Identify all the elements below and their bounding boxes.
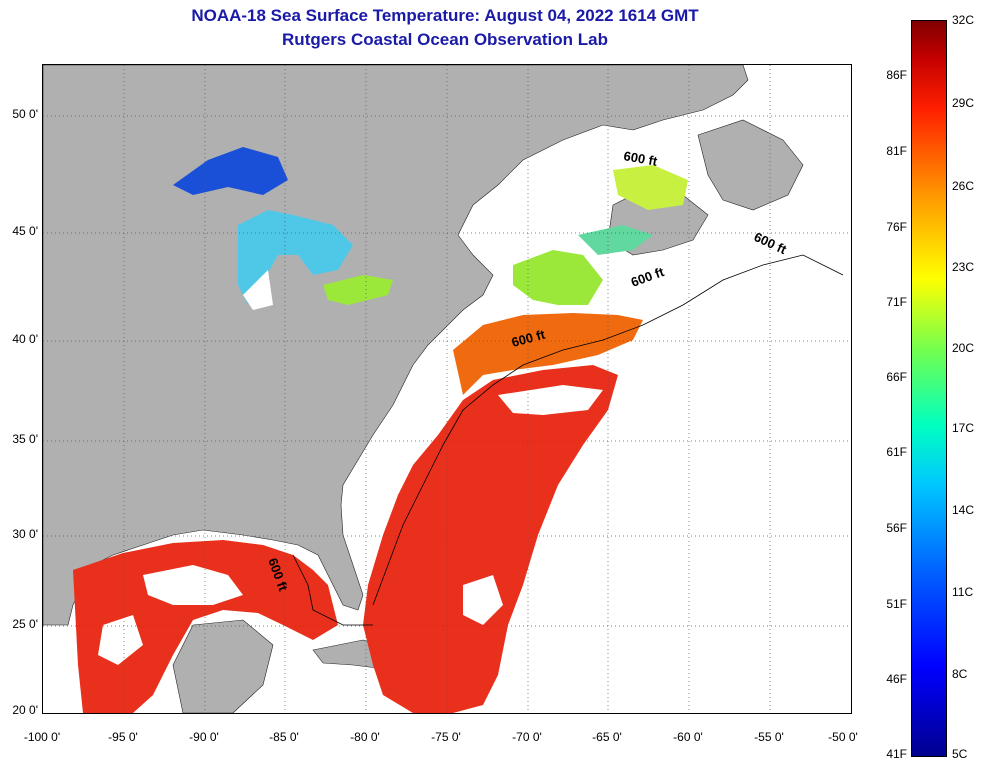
colorbar-c-5: 5C xyxy=(952,747,968,761)
colorbar-c-17: 17C xyxy=(952,421,975,435)
white-cloud-gulf-2 xyxy=(98,615,143,665)
colorbar-c-20: 20C xyxy=(952,341,975,355)
white-cloud-gulf xyxy=(143,565,243,605)
land-yucatan xyxy=(172,619,274,713)
colorbar-f-51: 51F xyxy=(886,597,907,611)
map-subtitle: Rutgers Coastal Ocean Observation Lab xyxy=(282,30,608,49)
colorbar-c-8: 8C xyxy=(952,667,968,681)
lat-tick-20: 20 0' xyxy=(12,703,38,717)
lon-tick--70: -70 0' xyxy=(512,730,542,744)
colorbar-c-26: 26C xyxy=(952,179,975,193)
cool-water-gulf-st-lawrence xyxy=(613,165,688,210)
lon-tick--85: -85 0' xyxy=(269,730,299,744)
colorbar-c-23: 23C xyxy=(952,260,975,274)
sst-map: 600 ft 600 ft 600 ft 600 ft 600 ft xyxy=(42,64,852,714)
temperature-colorbar xyxy=(911,20,947,757)
colorbar-f-56: 56F xyxy=(886,521,907,535)
lat-tick-50: 50 0' xyxy=(12,107,38,121)
lon-tick--75: -75 0' xyxy=(431,730,461,744)
white-nodata-lake xyxy=(243,270,273,310)
white-cloud-gap-1 xyxy=(498,385,603,415)
colorbar-f-46: 46F xyxy=(886,672,907,686)
lon-tick--60: -60 0' xyxy=(673,730,703,744)
lat-tick-45: 45 0' xyxy=(12,224,38,238)
lon-tick--55: -55 0' xyxy=(754,730,784,744)
lat-tick-30: 30 0' xyxy=(12,527,38,541)
colorbar-f-76: 76F xyxy=(886,220,907,234)
gulf-of-mexico-water xyxy=(73,540,338,713)
lat-lon-grid xyxy=(43,65,851,713)
colorbar-c-14: 14C xyxy=(952,503,975,517)
contour-label-1: 600 ft xyxy=(622,148,659,169)
white-cloud-gap-2 xyxy=(463,575,503,625)
contour-label-3: 600 ft xyxy=(629,264,667,290)
lake-erie-ontario xyxy=(323,275,393,305)
lake-michigan-huron xyxy=(238,210,353,305)
gulf-stream-water xyxy=(363,365,618,713)
lat-tick-25: 25 0' xyxy=(12,617,38,631)
land-newfoundland xyxy=(697,119,804,211)
land-north-america xyxy=(43,65,749,626)
colorbar-f-61: 61F xyxy=(886,445,907,459)
sst-map-canvas: 600 ft 600 ft 600 ft 600 ft 600 ft xyxy=(43,65,851,713)
lat-tick-40: 40 0' xyxy=(12,332,38,346)
colorbar-f-81: 81F xyxy=(886,144,907,158)
cool-water-gulf-of-maine xyxy=(513,250,603,305)
warm-shelf-water xyxy=(453,313,643,395)
cool-water-nova-scotia xyxy=(578,225,653,255)
contour-label-2: 600 ft xyxy=(752,229,790,257)
colorbar-c-32: 32C xyxy=(952,13,975,27)
lon-tick--80: -80 0' xyxy=(350,730,380,744)
colorbar-f-66: 66F xyxy=(886,370,907,384)
colorbar-f-71: 71F xyxy=(886,295,907,309)
colorbar-c-11: 11C xyxy=(952,585,974,599)
lon-tick--50: -50 0' xyxy=(828,730,858,744)
colorbar-f-86: 86F xyxy=(886,68,907,82)
lat-tick-35: 35 0' xyxy=(12,432,38,446)
lon-tick--90: -90 0' xyxy=(189,730,219,744)
lake-superior xyxy=(173,147,288,195)
lon-tick--100: -100 0' xyxy=(23,730,61,744)
lon-tick--65: -65 0' xyxy=(592,730,622,744)
isobath-600ft xyxy=(292,254,844,626)
colorbar-f-41: 41F xyxy=(886,747,907,761)
map-title: NOAA-18 Sea Surface Temperature: August … xyxy=(191,6,699,25)
colorbar-c-29: 29C xyxy=(952,96,975,110)
lon-tick--95: -95 0' xyxy=(108,730,138,744)
